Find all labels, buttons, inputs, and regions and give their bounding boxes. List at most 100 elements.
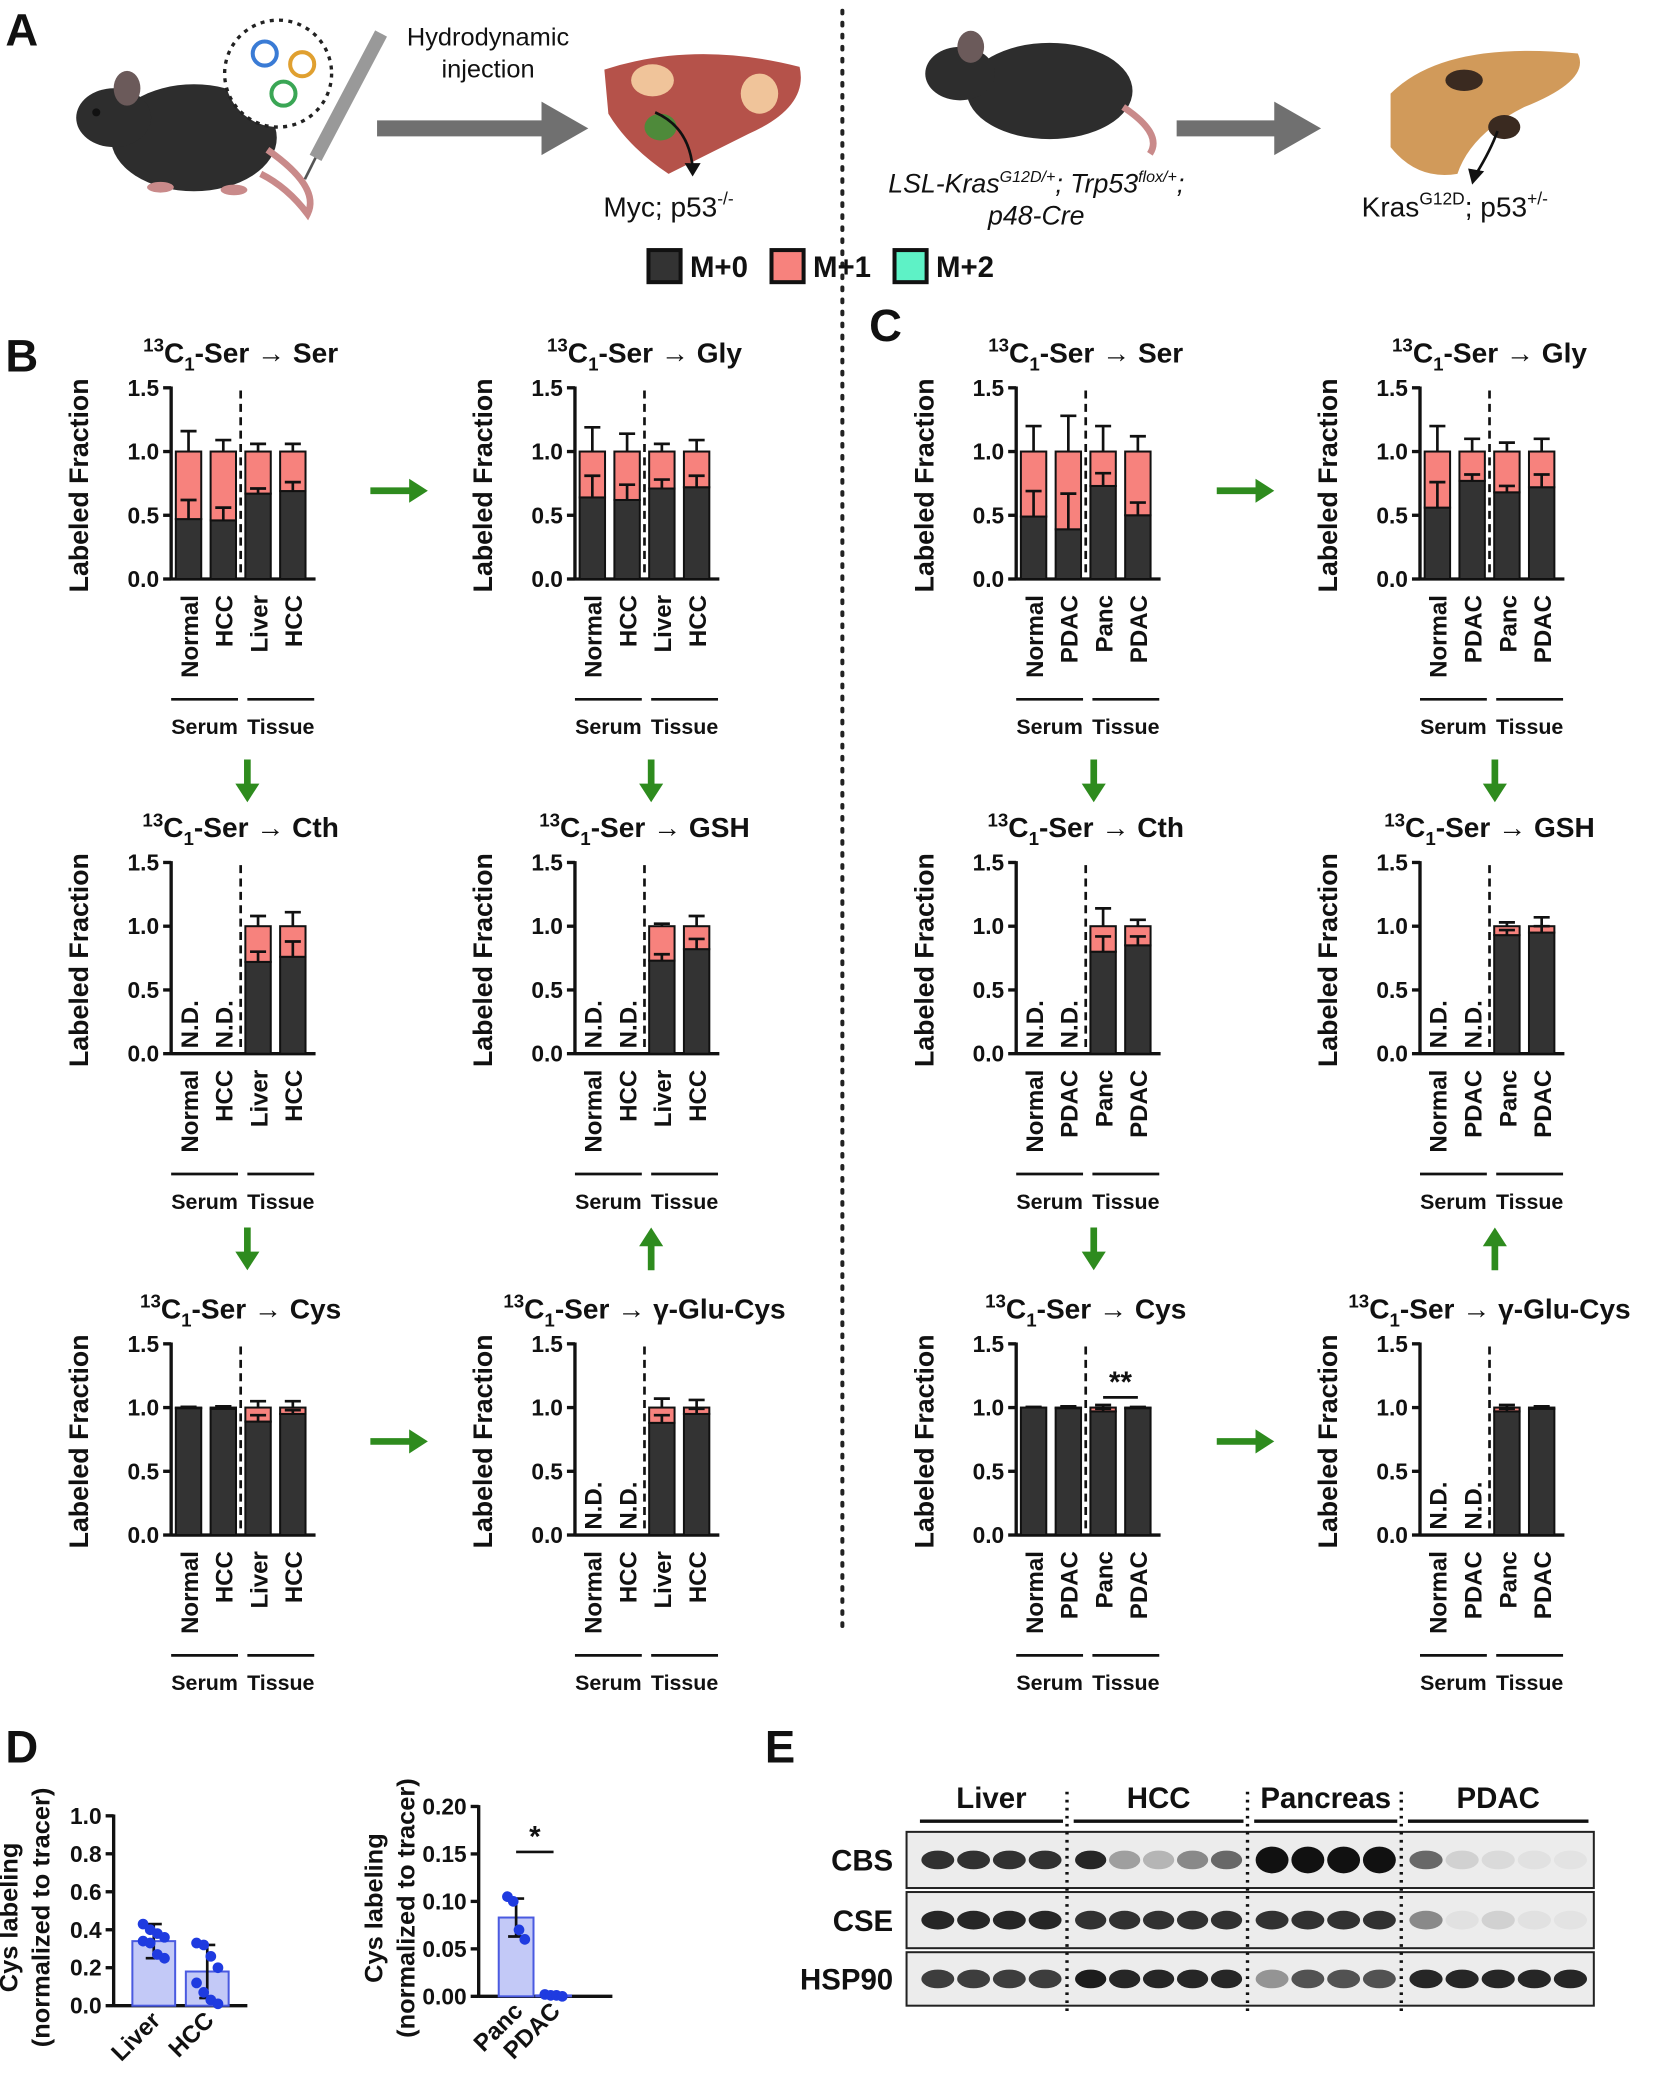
chart-title: 13C1-Ser → Ser [988,335,1183,375]
y-tick-label: 1.5 [531,849,563,875]
legend: M+0 M+1 M+2 [646,248,994,285]
title-part: C [1009,337,1029,368]
y-axis-label: Cys labeling [360,1833,388,1983]
bar-segment [174,1407,203,1537]
value-label: N.D. [1426,1482,1453,1530]
y-tick-label: 1.0 [1376,1395,1408,1421]
group-label: Serum [171,715,238,739]
bar-segment [1089,950,1117,1055]
y-tick-label: 0.5 [973,1458,1005,1484]
bar-segment [1124,514,1152,581]
model-label-part: Kras [1362,192,1420,223]
flow-arrowhead [1482,783,1507,803]
y-tick-label: 0.4 [70,1917,102,1943]
y-axis-label: Labeled Fraction [1313,853,1343,1067]
bar-segment [244,450,272,495]
schematic: Hydrodynamic injection Myc; p53-/- LSL-K… [76,18,1581,231]
blot-band [1481,1969,1515,1989]
blot-band [1210,1910,1243,1930]
x-tick-label: HCC [685,1070,712,1122]
y-tick-label: 1.5 [973,849,1005,875]
mouse-illustration [76,70,314,221]
x-tick-label: Normal [581,595,608,678]
blot-band [1210,1850,1243,1870]
y-tick-label: 0.5 [531,1458,563,1484]
genotype-label: LSL-KrasG12D/+; Trp53flox/+; [888,168,1184,199]
x-tick-label: PDAC [1057,1070,1084,1138]
chart-title: 13C1-Ser → Cys [140,1291,341,1331]
y-tick-label: 1.0 [128,1395,160,1421]
legend-swatch [769,248,806,285]
x-tick-label: Panc [1495,595,1522,652]
y-axis-label: Labeled Fraction [468,378,498,592]
bar-segment [613,498,641,581]
y-axis-label: (normalized to tracer) [27,1788,55,2048]
bar-segment [1458,479,1486,581]
title-part: -Ser → Gly [598,337,742,368]
y-tick-label: 0.0 [531,1041,563,1067]
chart-title: 13C1-Ser → GSH [1384,809,1595,849]
x-tick-label: HCC [281,1551,308,1603]
y-tick-label: 1.5 [531,1331,563,1357]
model-label-sup: +/- [1527,189,1548,209]
x-tick-label: Liver [246,1551,273,1608]
bar-segment [209,1407,238,1537]
genotype-part: LSL-Kras [888,169,999,199]
y-tick-label: 0.05 [422,1936,466,1962]
legend-label: M+1 [813,251,871,284]
title-part: -Ser → Cys [1037,1293,1187,1324]
genotype-part: ; [1177,169,1184,199]
y-tick-label: 0.5 [128,977,160,1003]
y-tick-label: 1.0 [973,1395,1005,1421]
pancreas-illustration [1390,50,1581,185]
x-tick-label: HCC [212,1070,239,1122]
title-part: -Ser → γ-Glu-Cys [555,1293,786,1324]
bar-segment [1054,528,1083,581]
blot-band [1109,1969,1141,1989]
blot-band [1142,1969,1175,1989]
bar-segment [682,1412,711,1537]
y-tick-label: 0.5 [1376,1458,1408,1484]
group-label: Tissue [1092,715,1159,739]
x-tick-label: HCC [281,595,308,647]
value-label: N.D. [212,1000,239,1048]
blot-band [1362,1969,1396,1989]
flow-arrows [235,478,1507,1454]
bar-segment [648,487,676,581]
x-tick-label: Panc [1495,1070,1522,1127]
bar-segment [1019,515,1048,581]
blot-group-label: Liver [956,1782,1026,1815]
x-tick-label: HCC [615,1070,642,1122]
chart: 13C1-Ser → Gly Labeled Fraction 0.0 0.5 1.0 1… [1313,335,1587,739]
y-tick-label: 0.0 [128,566,160,592]
data-point [556,1990,568,2002]
data-point [205,1950,217,1962]
x-tick-label: Normal [581,1070,608,1153]
title-part: C [560,812,580,843]
y-tick-label: 1.5 [973,375,1005,401]
blot-band [1176,1969,1209,1989]
y-axis-label: Labeled Fraction [64,1334,94,1548]
group-label: Serum [171,1190,238,1214]
model-label-sup: G12D [1419,189,1464,209]
y-tick-label: 0.5 [1376,977,1408,1003]
process-arrow [1176,101,1322,156]
y-tick-label: 0.5 [128,502,160,528]
x-tick-label: PDAC [1057,595,1084,663]
bar-segment [1493,491,1521,581]
data-point [159,1931,170,1943]
blot-group-label: PDAC [1457,1782,1540,1815]
group-label: Tissue [1496,1671,1563,1695]
y-tick-label: 0.10 [422,1888,466,1914]
group-label: Tissue [1496,1190,1563,1214]
bar-segment [648,959,676,1055]
title-subscript: 1 [184,828,194,849]
value-label: N.D. [177,1000,204,1048]
title-superscript: 13 [140,1291,161,1312]
mouse-illustration [925,30,1157,156]
chart: 13C1-Ser → Cys Labeled Fraction 0.0 0.5 1.0 1… [64,1291,341,1695]
title-superscript: 13 [142,809,163,830]
blot-band [1327,1846,1361,1874]
group-label: Serum [1016,715,1083,739]
model-label-part: Myc; p53 [603,192,717,223]
